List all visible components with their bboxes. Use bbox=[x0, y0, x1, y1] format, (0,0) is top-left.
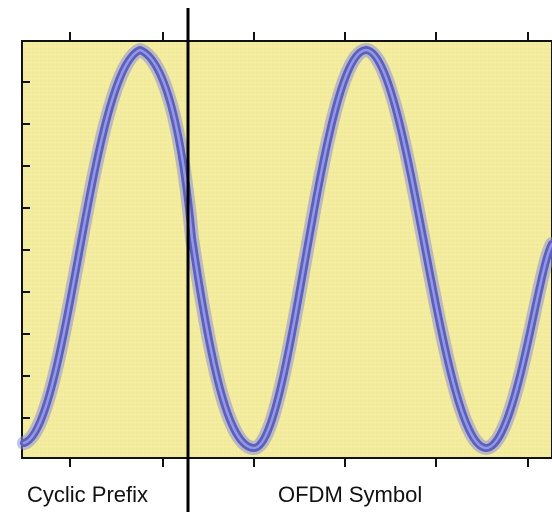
sine-wave-highlight bbox=[22, 48, 552, 450]
cyclic-prefix-label: Cyclic Prefix bbox=[27, 482, 148, 507]
bottom-ticks bbox=[69, 458, 529, 467]
top-ticks bbox=[69, 32, 529, 41]
ofdm-symbol-label: OFDM Symbol bbox=[278, 482, 422, 507]
plot-area bbox=[21, 40, 552, 459]
left-ticks bbox=[22, 81, 30, 419]
